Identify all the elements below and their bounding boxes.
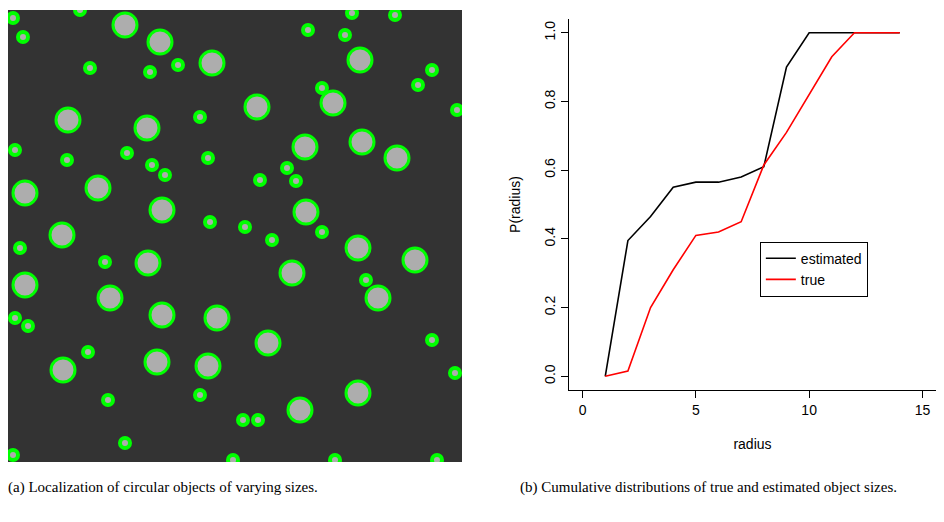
svg-text:10: 10 bbox=[801, 402, 817, 418]
html-text:(b) Cumulative distributions o: (b) Cumulative distributions of true and… bbox=[520, 479, 897, 495]
svg-text:P(radius): P(radius) bbox=[507, 176, 523, 233]
svg-text:1.0: 1.0 bbox=[542, 21, 558, 41]
html-text:(a) Localization of circular o: (a) Localization of circular objects of … bbox=[8, 479, 318, 495]
svg-text:0.4: 0.4 bbox=[542, 227, 558, 247]
svg-text:15: 15 bbox=[915, 402, 931, 418]
svg-text:0.6: 0.6 bbox=[542, 158, 558, 178]
svg-text:estimated: estimated bbox=[801, 251, 862, 267]
svg-text:0.0: 0.0 bbox=[542, 364, 558, 384]
svg-text:0.8: 0.8 bbox=[542, 89, 558, 109]
svg-text:0.2: 0.2 bbox=[542, 296, 558, 316]
svg-text:radius: radius bbox=[733, 436, 771, 452]
svg-text:5: 5 bbox=[692, 402, 700, 418]
svg-text:true: true bbox=[801, 272, 825, 288]
svg-text:0: 0 bbox=[579, 402, 587, 418]
